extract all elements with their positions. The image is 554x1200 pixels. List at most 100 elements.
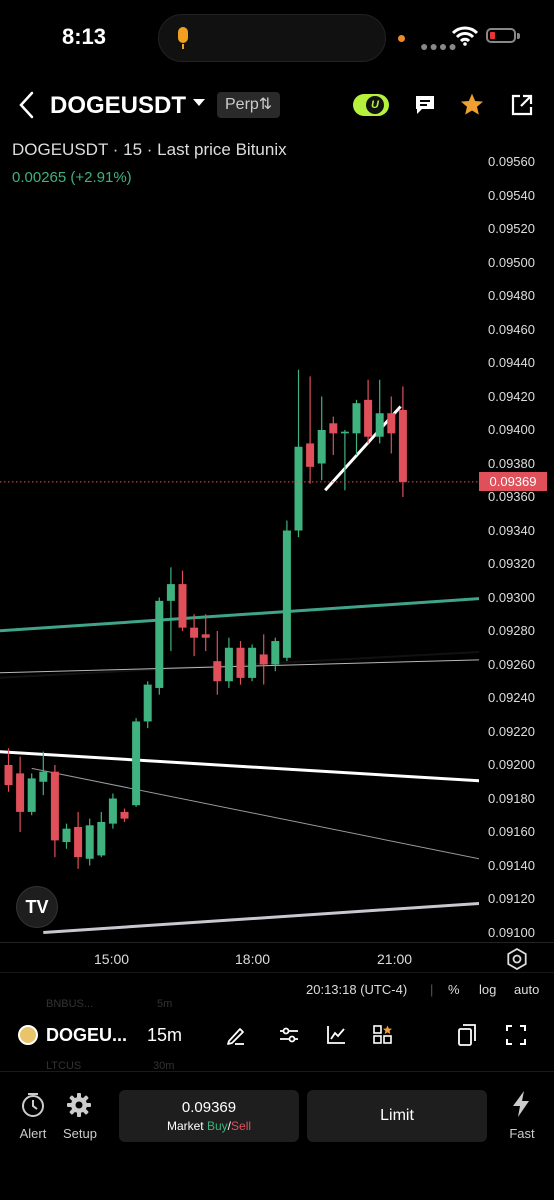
y-tick: 0.09140 [488, 857, 535, 873]
x-axis-divider [0, 942, 554, 943]
y-tick: 0.09380 [488, 455, 535, 471]
limit-label: Limit [380, 1107, 414, 1124]
chat-icon[interactable] [414, 94, 436, 116]
wifi-icon [452, 26, 478, 46]
y-tick: 0.09480 [488, 288, 535, 303]
candle-body [306, 443, 315, 467]
candle-body [50, 771, 59, 841]
market-order-button[interactable]: 0.09369 Market Buy/Sell [119, 1090, 299, 1142]
back-arrow-icon[interactable] [16, 90, 38, 120]
candle-body [375, 413, 384, 437]
candle-body [236, 647, 245, 678]
sell-label: Sell [231, 1119, 252, 1133]
y-tick: 0.09520 [488, 221, 535, 236]
y-tick: 0.09440 [488, 355, 535, 370]
last-price-tag: 0.09369 [479, 472, 547, 491]
fast-label[interactable]: Fast [509, 1126, 535, 1141]
ghost-item: LTCUS [46, 1060, 82, 1072]
templates-icon[interactable] [372, 1024, 394, 1046]
candle-body [166, 584, 175, 601]
privacy-indicator-dot [398, 35, 405, 42]
candle-body [387, 413, 396, 434]
copy-layout-icon[interactable] [456, 1023, 478, 1047]
candle-body [248, 647, 257, 678]
tradingview-logo[interactable]: TV [16, 886, 58, 928]
candle-body [398, 409, 407, 482]
share-icon[interactable] [510, 93, 534, 117]
y-tick: 0.09220 [488, 723, 535, 739]
indicators-icon[interactable] [325, 1024, 347, 1046]
dynamic-island [158, 14, 386, 62]
star-icon[interactable] [459, 92, 485, 117]
symbol-selector[interactable]: DOGEU... [46, 1025, 128, 1045]
setup-gear-icon[interactable] [66, 1092, 92, 1118]
candle-body [178, 584, 187, 628]
candle-body [132, 721, 141, 806]
candle-body [16, 773, 25, 812]
candle-body [97, 821, 106, 856]
trend-line [0, 750, 479, 783]
candle-body [190, 627, 199, 638]
candle-body [27, 778, 36, 812]
candle-body [201, 634, 210, 638]
candle-body [364, 399, 373, 437]
chart-settings-icon[interactable] [506, 948, 528, 970]
readout-divider [0, 972, 554, 973]
doge-coin-icon [18, 1025, 38, 1045]
candle-body [282, 530, 291, 658]
perp-label: Perp [225, 96, 259, 113]
time-readout[interactable]: 20:13:18 (UTC-4) [306, 982, 408, 997]
battery-level [490, 32, 495, 39]
toolbar-divider [0, 1071, 554, 1072]
x-tick: 18:00 [235, 951, 271, 967]
y-tick: 0.09100 [488, 924, 535, 940]
y-tick: 0.09160 [488, 824, 535, 839]
buy-label: Buy [206, 1119, 228, 1133]
candle-body [143, 684, 152, 722]
candle-body [317, 430, 326, 464]
battery-icon [486, 28, 516, 43]
candle-body [352, 403, 361, 434]
candle-body [271, 641, 280, 665]
u-toggle-knob: U [366, 96, 384, 114]
separator: | [430, 982, 434, 997]
y-tick: 0.09200 [488, 757, 535, 772]
y-tick: 0.09400 [488, 422, 535, 437]
alert-label[interactable]: Alert [19, 1126, 47, 1141]
candle-body [62, 828, 71, 843]
chevron-down-icon[interactable] [193, 99, 205, 106]
chart-change: 0.00265 (+2.91%) [12, 169, 132, 186]
draw-pen-icon[interactable] [225, 1024, 247, 1046]
candle-body [224, 647, 233, 682]
y-tick: 0.09260 [488, 656, 535, 672]
auto-scale-toggle[interactable]: auto [514, 982, 540, 997]
limit-order-button[interactable]: Limit [307, 1090, 487, 1142]
market-label: Market [166, 1119, 204, 1133]
setup-label[interactable]: Setup [63, 1126, 97, 1141]
candle-body [108, 798, 117, 824]
price-chart[interactable] [0, 140, 479, 942]
interval-selector[interactable]: 15m [147, 1025, 183, 1045]
percent-scale-toggle[interactable]: % [448, 982, 460, 997]
sliders-icon[interactable] [278, 1024, 300, 1046]
y-tick: 0.09540 [488, 187, 535, 203]
alert-clock-icon[interactable] [20, 1092, 46, 1118]
swap-arrows-icon: ⇅ [258, 96, 273, 113]
y-tick: 0.09320 [488, 556, 535, 571]
perp-badge[interactable]: Perp⇅ [217, 92, 281, 118]
pair-title[interactable]: DOGEUSDT [50, 92, 187, 119]
trend-line [43, 901, 479, 934]
trend-line [0, 597, 479, 633]
fullscreen-icon[interactable] [505, 1024, 527, 1046]
y-tick: 0.09300 [488, 589, 535, 605]
log-scale-toggle[interactable]: log [479, 982, 497, 997]
status-time: 8:13 [62, 24, 107, 49]
market-buy-sell-label: Market Buy/Sell [119, 1119, 299, 1133]
candle-body [294, 446, 303, 531]
candle-body [74, 826, 83, 858]
microphone-icon [178, 27, 188, 43]
candle-body [120, 811, 129, 819]
battery-cap [517, 33, 520, 39]
ghost-item: 30m [153, 1060, 175, 1072]
lightning-icon[interactable] [510, 1090, 532, 1118]
